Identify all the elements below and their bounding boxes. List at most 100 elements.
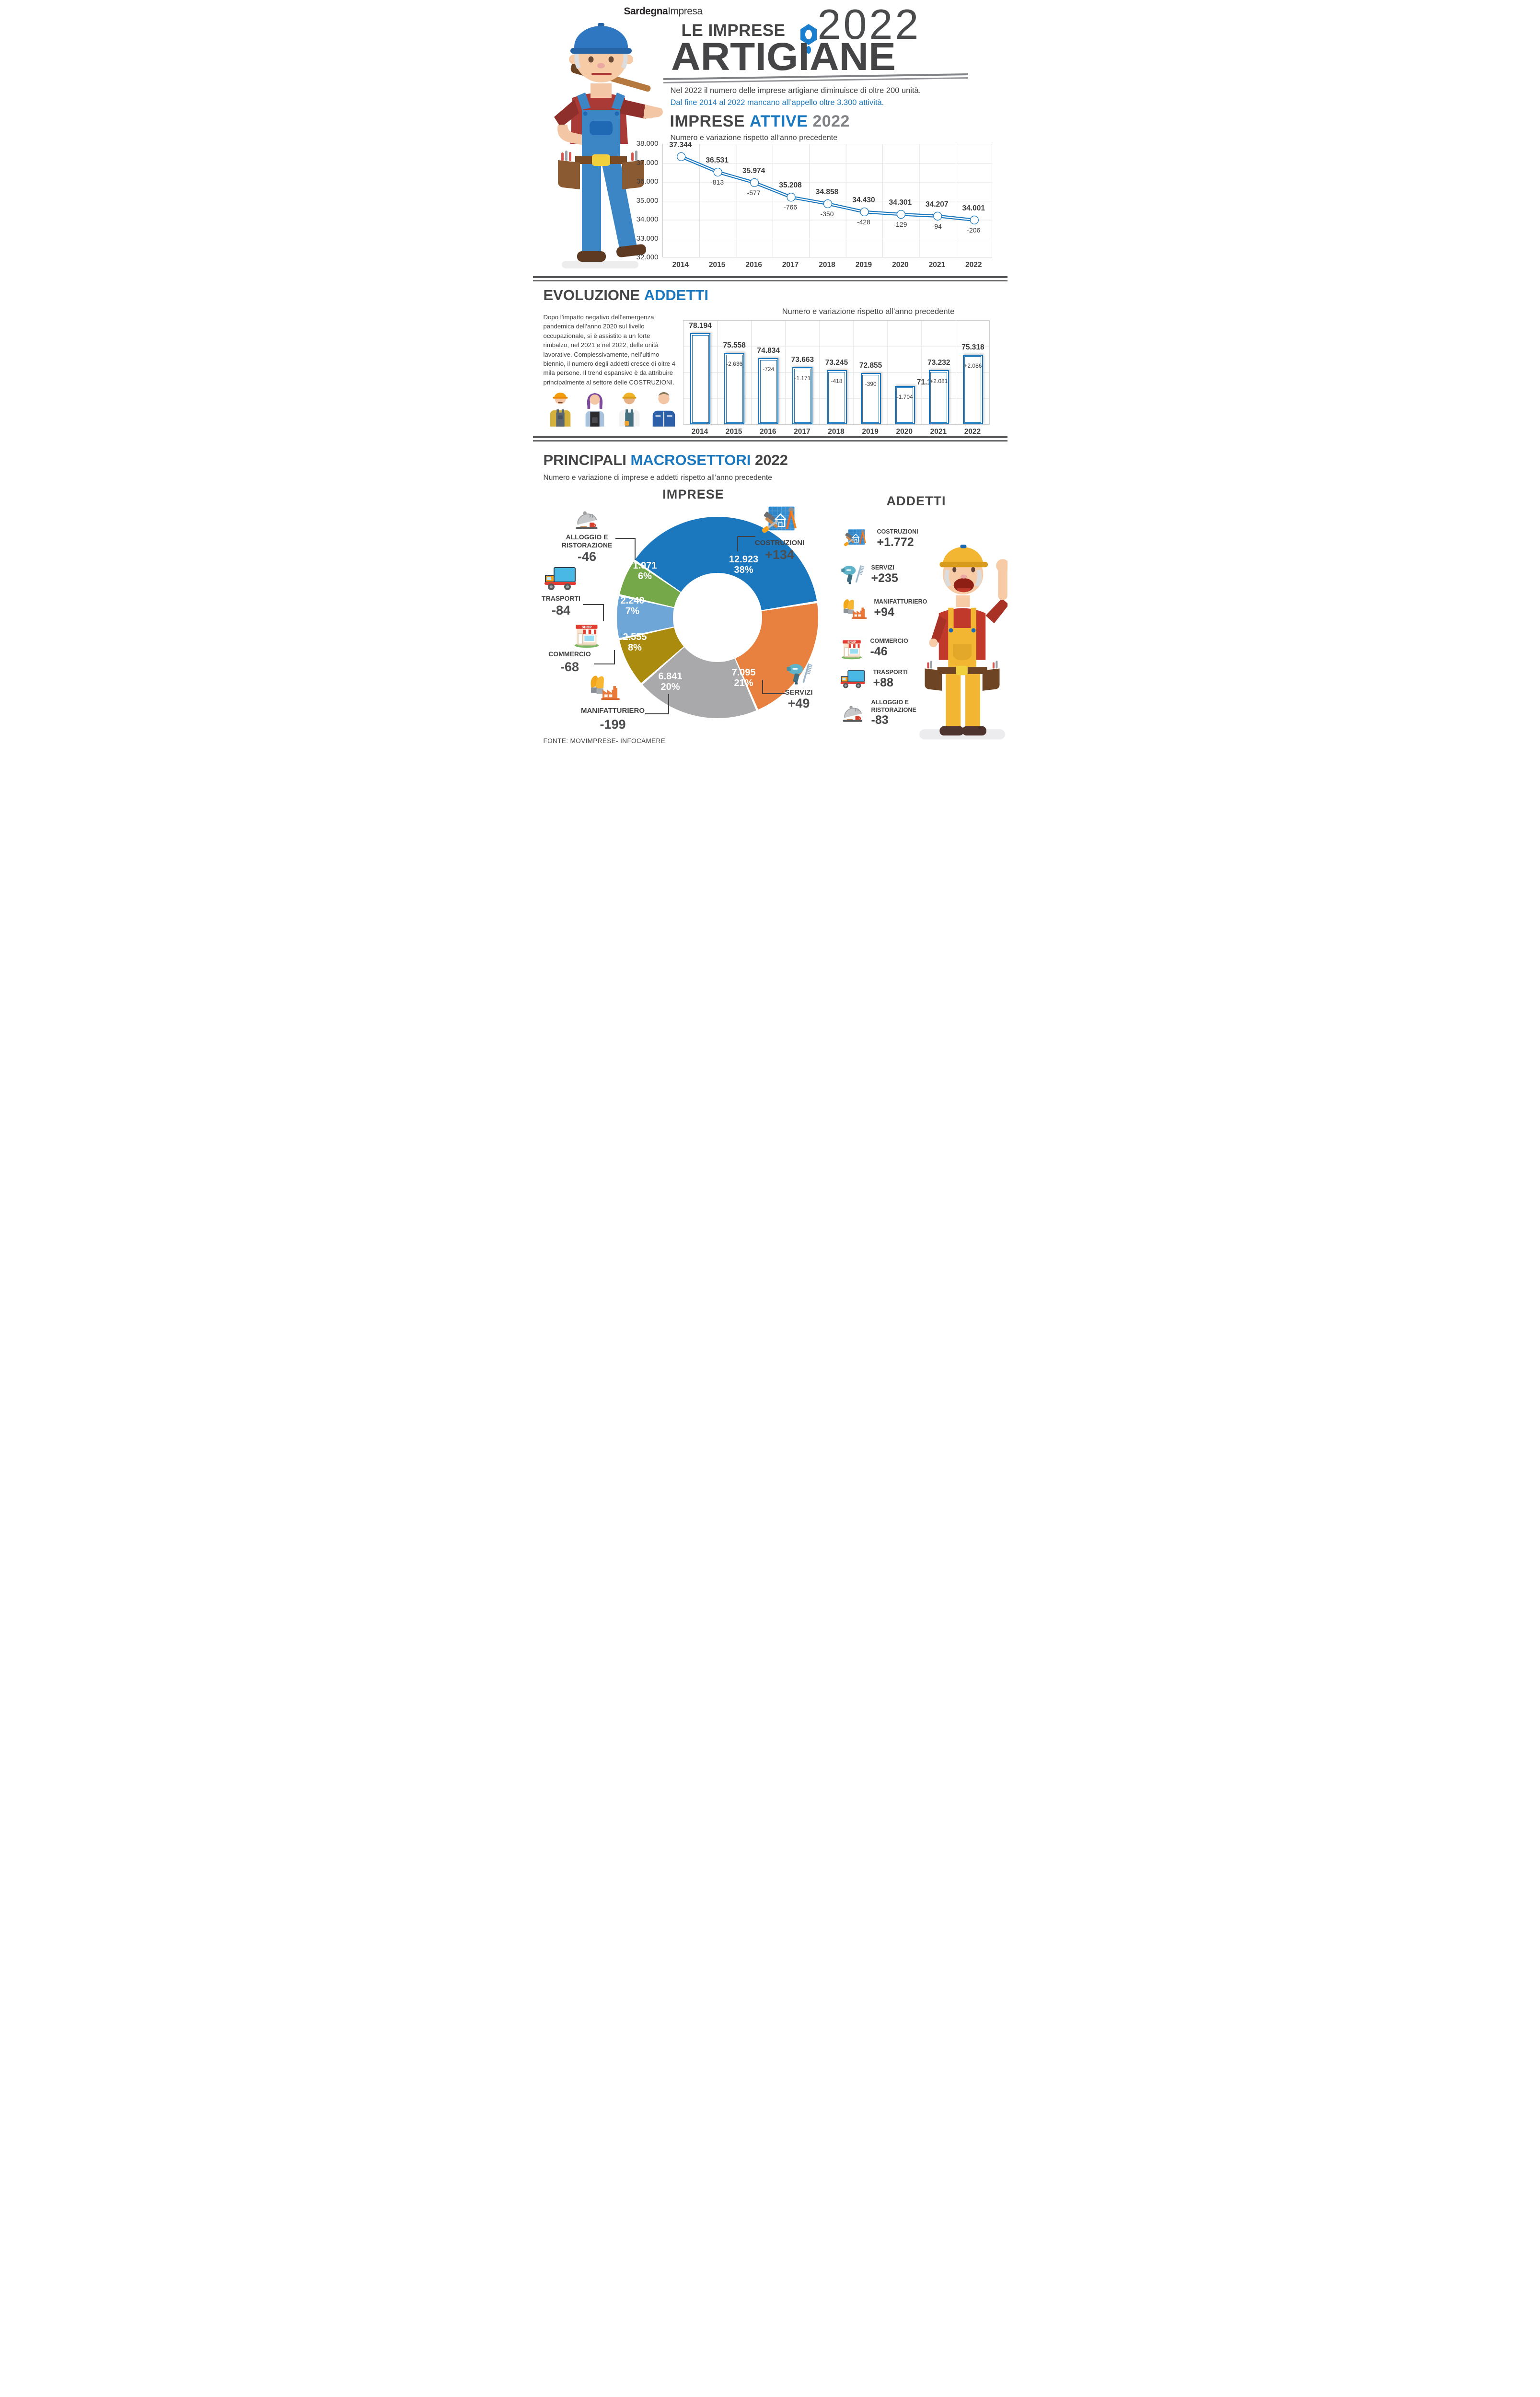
hairdryer-icon: [785, 660, 813, 687]
bar-chart-subtitle: Numero e variazione rispetto all’anno pr…: [782, 307, 955, 316]
imprese-heading: IMPRESE: [662, 487, 724, 501]
shop-icon: [840, 636, 864, 660]
intro-text-dark: Nel 2022 il numero delle imprese artigia…: [670, 86, 921, 95]
donut-label-manifatturiero: 6.841 20%: [658, 671, 683, 693]
bar-chart-plot: 78.194 75.558 -2.636 74.834 -724 73.663 -1.171…: [683, 320, 990, 425]
hairdryer-icon: [840, 562, 865, 587]
brand-logo-light: Impresa: [668, 6, 703, 17]
donut-label-commercio: 2.555 8%: [623, 632, 647, 653]
bar-value-label: 75.318: [961, 343, 984, 351]
line-chart-ytick: 32.000: [636, 253, 659, 261]
line-chart-year: 2016: [745, 261, 762, 269]
line-chart-subtitle: Numero e variazione rispetto all’anno pr…: [670, 134, 838, 142]
line-value-label: 35.974: [742, 167, 765, 175]
brand-logo-bold: Sardegna: [624, 6, 668, 17]
line-chart-svg: [662, 144, 993, 258]
bar-value-label: 73.232: [927, 359, 950, 367]
sector-commercio-name: COMMERCIO: [548, 650, 591, 658]
sector-costruzioni-icon: [753, 503, 805, 538]
page-title-year: 2022: [817, 0, 921, 48]
bar-variation-label: -2.636: [726, 361, 743, 368]
sector-alloggio-delta: -46: [577, 549, 597, 564]
sector-costruzioni-delta: +134: [765, 547, 794, 562]
bar-value-label: 72.855: [859, 361, 882, 370]
addetti-row-alloggio: ALLOGGIO E RISTORAZIONE -83: [840, 699, 929, 727]
gloves-factory-icon: [840, 596, 868, 620]
sector-trasporti-name: TRASPORTI: [542, 594, 580, 602]
line-chart-year: 2018: [819, 261, 835, 269]
truck-icon: [544, 565, 578, 592]
bar-2017: [792, 367, 813, 424]
bar-2021: [928, 370, 949, 424]
line-value-label: 36.531: [706, 156, 729, 165]
intro-text-blue: Dal fine 2014 al 2022 mancano all’appell…: [670, 98, 884, 107]
section-divider-1: [533, 276, 1007, 281]
bar-chart-year: 2014: [691, 428, 708, 436]
line-chart-plot: [662, 144, 993, 258]
connector-alloggio: [615, 538, 636, 560]
line-chart-year: 2017: [782, 261, 799, 269]
bar-value-label: 78.194: [689, 322, 712, 330]
blueprint-icon: [753, 503, 805, 538]
gloves-factory-icon: [587, 672, 620, 702]
brand-logo: SardegnaImpresa: [624, 6, 703, 17]
nut-bolt-icon: [800, 24, 817, 54]
donut-label-servizi: 7.095 21%: [731, 667, 756, 689]
bar-2015: [724, 353, 745, 424]
bar-value-label: 73.245: [825, 359, 848, 367]
line-chart-x-axis: 2014 2015 2016 2017 2018 2019 2020 2021 2022: [662, 261, 992, 270]
line-chart-ytick: 37.000: [636, 158, 659, 167]
addetti-row-manifatturiero: MANIFATTURIERO +94: [840, 596, 927, 620]
line-chart-year: 2019: [855, 261, 872, 269]
sector-manifatturiero-name: MANIFATTURIERO: [580, 707, 645, 715]
bar-chart-year: 2022: [964, 428, 981, 436]
artisan-worker-illustration: [554, 23, 663, 268]
line-variation-label: -350: [820, 210, 834, 218]
shop-icon: [572, 619, 601, 648]
line-value-label: 35.208: [779, 181, 802, 190]
addetti-row-commercio: COMMERCIO -46: [840, 636, 908, 660]
bar-2019: [860, 373, 881, 424]
cloche-icon: [572, 505, 600, 533]
connector-manifatturiero: [645, 694, 669, 714]
bar-2020: [894, 385, 915, 424]
line-value-label: 34.858: [815, 188, 839, 197]
blueprint-icon: [840, 527, 870, 549]
bar-value-label: 75.558: [723, 341, 746, 350]
addetti-row-servizi: SERVIZI +235: [840, 562, 898, 587]
sector-alloggio-name: ALLOGGIO E RISTORAZIONE: [561, 533, 613, 549]
line-variation-label: -577: [747, 189, 761, 197]
sector-manifatturiero-delta: -199: [600, 717, 626, 732]
section-divider-2: [533, 436, 1007, 442]
line-variation-label: -94: [932, 222, 942, 230]
line-chart-year: 2020: [892, 261, 909, 269]
page-title-line2: ARTIGIANE: [671, 35, 896, 79]
line-chart-ytick: 33.000: [636, 234, 659, 243]
bar-variation-label: -724: [763, 366, 775, 373]
bar-chart-year: 2018: [828, 428, 845, 436]
bar-value-label: 73.663: [791, 355, 814, 364]
addetti-worker-illustration: [919, 545, 1007, 740]
line-variation-label: -206: [967, 226, 981, 234]
bar-chart-year: 2016: [760, 428, 776, 436]
line-chart-ytick: 36.000: [636, 177, 659, 186]
line-chart-ytick: 35.000: [636, 196, 659, 205]
worker-builder-icon: [614, 387, 644, 427]
connector-servizi: [762, 680, 785, 694]
section-title-macrosettori: PRINCIPALI MACROSETTORI 2022: [543, 452, 788, 468]
macrosettori-subtitle: Numero e variazione di imprese e addetti…: [543, 474, 772, 482]
line-value-label: 34.207: [926, 200, 949, 209]
line-variation-label: -813: [710, 178, 724, 186]
imprese-donut-chart: 12.923 38% 7.095 21% 6.841 20% 2.555 8% 2.240 7% 1…: [616, 517, 818, 718]
line-chart-year: 2022: [965, 261, 982, 269]
sector-costruzioni-name: COSTRUZIONI: [754, 539, 805, 547]
line-value-label: 34.001: [962, 204, 985, 212]
addetti-heading: ADDETTI: [886, 494, 946, 508]
bar-chart-year: 2020: [896, 428, 913, 436]
bar-variation-label: -1.704: [896, 393, 913, 400]
connector-commercio: [593, 650, 615, 664]
donut-label-alloggio-e-ristorazione: 1.971 6%: [633, 560, 657, 582]
page-title-line1: LE IMPRESE: [681, 21, 786, 40]
line-chart-ytick: 34.000: [636, 215, 659, 223]
line-chart-year: 2014: [672, 261, 689, 269]
